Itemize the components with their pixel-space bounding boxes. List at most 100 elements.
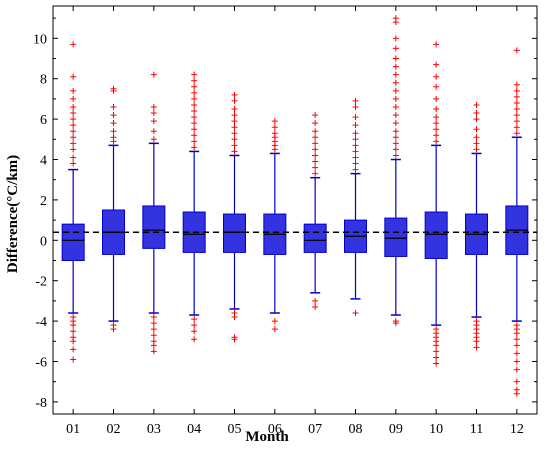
outlier-point — [352, 136, 359, 143]
outlier-point — [150, 332, 157, 339]
outlier-point — [473, 101, 480, 108]
outlier-point — [433, 138, 440, 145]
box-09 — [384, 15, 408, 327]
box-11 — [465, 101, 488, 351]
outlier-point — [312, 134, 319, 141]
outlier-point — [433, 132, 440, 139]
box-03 — [142, 71, 166, 355]
y-tick-label: 10 — [33, 32, 47, 47]
outlier-point — [70, 154, 77, 161]
outlier-point — [70, 116, 77, 123]
outlier-point — [392, 128, 399, 135]
box-06 — [263, 118, 287, 333]
outlier-point — [70, 134, 77, 141]
outlier-point — [433, 83, 440, 90]
y-tick-label: -4 — [35, 315, 47, 330]
outlier-point — [433, 106, 440, 113]
outlier-point — [352, 114, 359, 121]
outlier-point — [473, 146, 480, 153]
outlier-point — [352, 148, 359, 155]
box-05 — [223, 91, 246, 343]
iqr-box — [303, 223, 327, 253]
outlier-point — [231, 314, 238, 321]
outlier-point — [513, 112, 520, 119]
outlier-point — [231, 97, 238, 104]
outlier-point — [433, 41, 440, 48]
outlier-point — [473, 338, 480, 345]
outlier-point — [473, 116, 480, 123]
outlier-point — [352, 103, 359, 110]
outlier-point — [312, 158, 319, 165]
outlier-point — [271, 326, 278, 333]
x-tick-label: 08 — [349, 422, 363, 437]
outlier-point — [513, 342, 520, 349]
outlier-point — [150, 314, 157, 321]
outlier-point — [70, 346, 77, 353]
outlier-point — [110, 112, 117, 119]
y-tick-label: 4 — [40, 154, 47, 169]
outlier-point — [392, 152, 399, 159]
box-12 — [505, 47, 529, 397]
x-tick-label: 01 — [66, 422, 80, 437]
outlier-point — [150, 320, 157, 327]
outlier-point — [392, 71, 399, 78]
outlier-point — [110, 103, 117, 110]
outlier-point — [433, 342, 440, 349]
outlier-point — [231, 142, 238, 149]
outlier-point — [70, 87, 77, 94]
outlier-point — [312, 112, 319, 119]
box-04 — [182, 71, 206, 343]
outlier-point — [312, 152, 319, 159]
outlier-point — [70, 140, 77, 147]
outlier-point — [513, 390, 520, 397]
outlier-point — [513, 87, 520, 94]
x-tick-label: 06 — [268, 422, 282, 437]
outlier-point — [70, 322, 77, 329]
outlier-point — [392, 35, 399, 42]
x-tick-label: 11 — [470, 422, 483, 437]
outlier-point — [271, 118, 278, 125]
y-axis-title: Difference(°C/km) — [5, 155, 21, 273]
outlier-point — [392, 134, 399, 141]
x-tick-label: 03 — [147, 422, 161, 437]
outlier-point — [231, 118, 238, 125]
outlier-point — [191, 95, 198, 102]
outlier-point — [513, 378, 520, 385]
outlier-point — [513, 350, 520, 357]
outlier-point — [513, 93, 520, 100]
outlier-point — [231, 112, 238, 119]
outlier-point — [473, 134, 480, 141]
outlier-point — [392, 140, 399, 147]
outlier-point — [312, 146, 319, 153]
outlier-point — [392, 146, 399, 153]
y-tick-label: -2 — [35, 275, 47, 290]
outlier-point — [191, 126, 198, 133]
outlier-point — [513, 47, 520, 54]
outlier-point — [110, 134, 117, 141]
outlier-point — [433, 95, 440, 102]
box-07 — [303, 112, 327, 310]
outlier-point — [352, 154, 359, 161]
outlier-point — [110, 326, 117, 333]
outlier-point — [110, 128, 117, 135]
outlier-point — [70, 122, 77, 129]
outlier-point — [513, 81, 520, 88]
x-tick-label: 02 — [107, 422, 121, 437]
outlier-point — [191, 114, 198, 121]
outlier-point — [191, 83, 198, 90]
outlier-point — [191, 108, 198, 115]
outlier-point — [433, 126, 440, 133]
outlier-point — [231, 106, 238, 113]
outlier-point — [231, 148, 238, 155]
x-axis-title: Month — [245, 429, 289, 445]
outlier-point — [352, 97, 359, 104]
outlier-point — [312, 303, 319, 310]
outlier-point — [352, 130, 359, 137]
outlier-point — [473, 110, 480, 117]
x-tick-label: 12 — [510, 422, 524, 437]
outlier-point — [433, 61, 440, 68]
outlier-point — [70, 146, 77, 153]
outlier-point — [392, 95, 399, 102]
outlier-point — [191, 316, 198, 323]
